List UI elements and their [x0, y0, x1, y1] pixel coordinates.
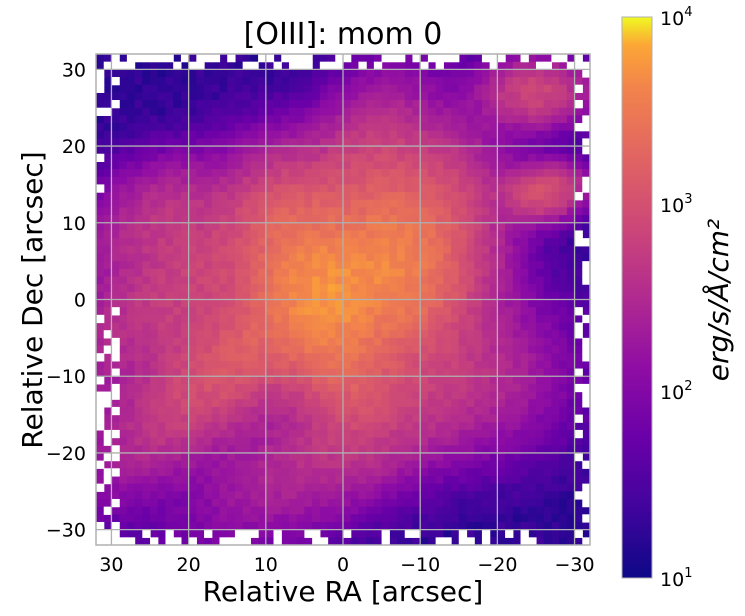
- y-axis-ticks: 30 20 10 0 −10 −20 −30: [46, 59, 86, 541]
- chart-title: [OIII]: mom 0: [244, 17, 443, 52]
- y-axis-label: Relative Dec [arcsec]: [16, 151, 49, 448]
- colorbar-tick-label: 102: [660, 379, 692, 404]
- colorbar-tick-label: 103: [660, 192, 692, 217]
- plot-frame: [95, 53, 591, 546]
- y-tick-label: −30: [46, 520, 86, 542]
- y-tick-label: −20: [46, 443, 86, 465]
- y-tick-label: 10: [62, 213, 86, 235]
- x-tick-label: 20: [177, 554, 201, 576]
- colorbar-tick-label: 104: [660, 5, 692, 30]
- colorbar-ticks: 101 102 103 104: [660, 5, 692, 591]
- colorbar-label: erg/s/Å/cm²: [701, 219, 735, 381]
- x-tick-label: −20: [477, 554, 517, 576]
- x-axis-label: Relative RA [arcsec]: [203, 575, 484, 608]
- grid: [96, 54, 590, 545]
- y-tick-label: 30: [62, 59, 86, 81]
- x-tick-label: −10: [400, 554, 440, 576]
- x-tick-label: 30: [99, 554, 123, 576]
- y-tick-label: −10: [46, 366, 86, 388]
- x-tick-label: 10: [254, 554, 278, 576]
- x-tick-label: 0: [337, 554, 349, 576]
- x-tick-label: −30: [555, 554, 595, 576]
- colorbar-tick-label: 101: [660, 566, 692, 591]
- colorbar: 101 102 103 104 erg/s/Å/cm²: [621, 5, 735, 591]
- x-axis-ticks: 30 20 10 0 −10 −20 −30: [99, 554, 594, 576]
- colorbar-gradient: [621, 16, 653, 579]
- y-tick-label: 0: [74, 290, 86, 312]
- y-tick-label: 20: [62, 136, 86, 158]
